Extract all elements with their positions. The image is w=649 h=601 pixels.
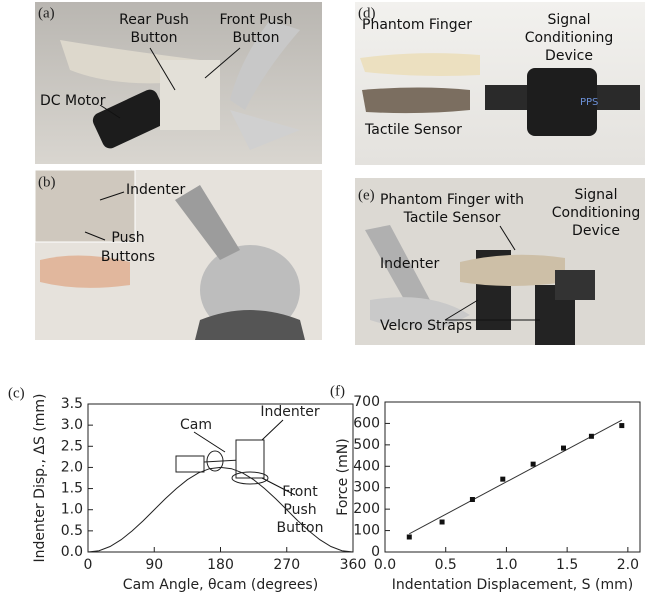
x-tick-label: 0 [84,557,93,573]
annotation: Signal [574,187,617,203]
device-label: PPS [580,97,598,108]
figure: (a) Rear Push Button Front Push Button D… [0,0,649,597]
y-tick-label: 400 [353,458,380,474]
y-tick-label: 200 [353,501,380,517]
y-tick-label: 600 [353,415,380,431]
y-tick-label: 2.0 [61,459,83,475]
point [440,520,445,525]
annotation: Push [111,230,144,246]
annotation: Tactile Sensor [364,122,462,138]
x-tick-label: 0.5 [435,557,457,573]
x-tick-label: 1.0 [495,557,517,573]
panel-label: (c) [8,385,25,401]
x-axis-label: Indentation Displacement, S (mm) [392,577,633,593]
panel-label: (b) [38,174,56,190]
annotation: Front Push [219,12,292,28]
plot-frame [385,402,640,552]
x-axis-label: Cam Angle, θcam (degrees) [123,577,318,593]
annotation: Push [283,502,316,518]
annotation: DC Motor [40,93,106,109]
annotation: Rear Push [119,12,189,28]
x-tick-label: 2.0 [617,557,639,573]
annotation: Indenter [380,256,439,272]
y-tick-label: 300 [353,480,380,496]
y-tick-label: 1.0 [61,502,83,518]
y-tick-label: 2.5 [61,438,83,454]
annotation: Tactile Sensor [403,210,501,226]
point [470,497,475,502]
y-tick-label: 100 [353,523,380,539]
annotation: Button [131,30,178,46]
point [500,477,505,482]
y-tick-label: 1.5 [61,481,83,497]
panel-label: (f) [330,383,345,399]
annotation: Front [282,484,318,500]
y-tick-label: 0.0 [61,544,83,560]
y-axis-label: Indenter Disp., ΔS (mm) [32,394,48,563]
y-tick-label: 700 [353,394,380,410]
point [619,423,624,428]
annotation: Device [545,48,593,64]
annotation: Conditioning [552,205,640,221]
y-tick-label: 3.0 [61,417,83,433]
annotation: Device [572,223,620,239]
annotation: Signal [547,12,590,28]
annotation: Buttons [101,249,155,265]
annotation: Conditioning [525,30,613,46]
annotation: Phantom Finger with [380,192,524,208]
panel-label: (e) [358,187,375,203]
point [407,535,412,540]
point [561,446,566,451]
x-tick-label: 90 [145,557,163,573]
panel-label: (a) [38,5,55,21]
x-tick-label: 270 [273,557,300,573]
x-tick-label: 1.5 [556,557,578,573]
y-tick-label: 500 [353,437,380,453]
point [589,434,594,439]
y-tick-label: 0.5 [61,523,83,539]
annotation: Button [233,30,280,46]
x-tick-label: 360 [340,557,367,573]
annotation: Indenter [126,182,185,198]
point [531,462,536,467]
y-axis-label: Force (mN) [335,438,351,515]
annotation: Phantom Finger [362,17,472,33]
annotation: Indenter [260,404,319,420]
y-tick-label: 3.5 [61,396,83,412]
y-tick-label: 0 [371,544,380,560]
x-tick-label: 180 [207,557,234,573]
annotation: Cam [180,417,212,433]
